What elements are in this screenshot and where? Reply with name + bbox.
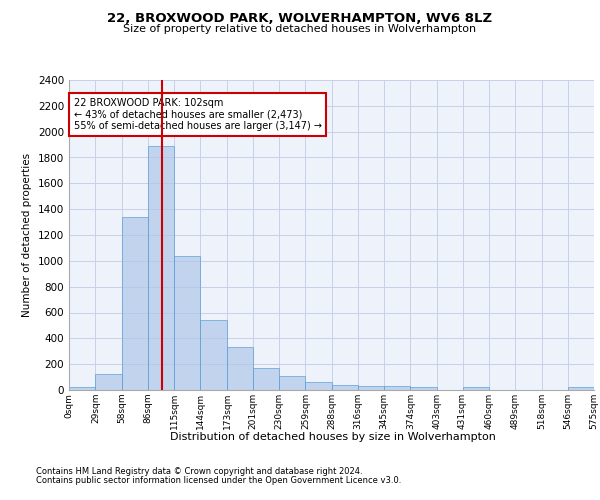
Bar: [200, 320, 227, 390]
Y-axis label: Number of detached properties: Number of detached properties: [22, 153, 32, 317]
Bar: [253, 368, 279, 390]
Bar: [410, 388, 437, 390]
Bar: [95, 374, 122, 390]
Bar: [305, 382, 332, 390]
Bar: [358, 386, 384, 390]
Bar: [463, 388, 489, 390]
Text: Contains HM Land Registry data © Crown copyright and database right 2024.: Contains HM Land Registry data © Crown c…: [36, 467, 362, 476]
Bar: [332, 385, 358, 390]
Bar: [227, 346, 253, 390]
Bar: [148, 146, 174, 390]
Bar: [384, 386, 410, 390]
Bar: [568, 388, 594, 390]
Text: 22, BROXWOOD PARK, WOLVERHAMPTON, WV6 8LZ: 22, BROXWOOD PARK, WOLVERHAMPTON, WV6 8L…: [107, 12, 493, 26]
Bar: [279, 376, 305, 390]
Bar: [122, 217, 148, 390]
Text: Contains public sector information licensed under the Open Government Licence v3: Contains public sector information licen…: [36, 476, 401, 485]
Text: 22 BROXWOOD PARK: 102sqm
← 43% of detached houses are smaller (2,473)
55% of sem: 22 BROXWOOD PARK: 102sqm ← 43% of detach…: [74, 98, 322, 132]
Bar: [69, 388, 95, 390]
Text: Distribution of detached houses by size in Wolverhampton: Distribution of detached houses by size …: [170, 432, 496, 442]
Text: Size of property relative to detached houses in Wolverhampton: Size of property relative to detached ho…: [124, 24, 476, 34]
Bar: [174, 256, 200, 390]
